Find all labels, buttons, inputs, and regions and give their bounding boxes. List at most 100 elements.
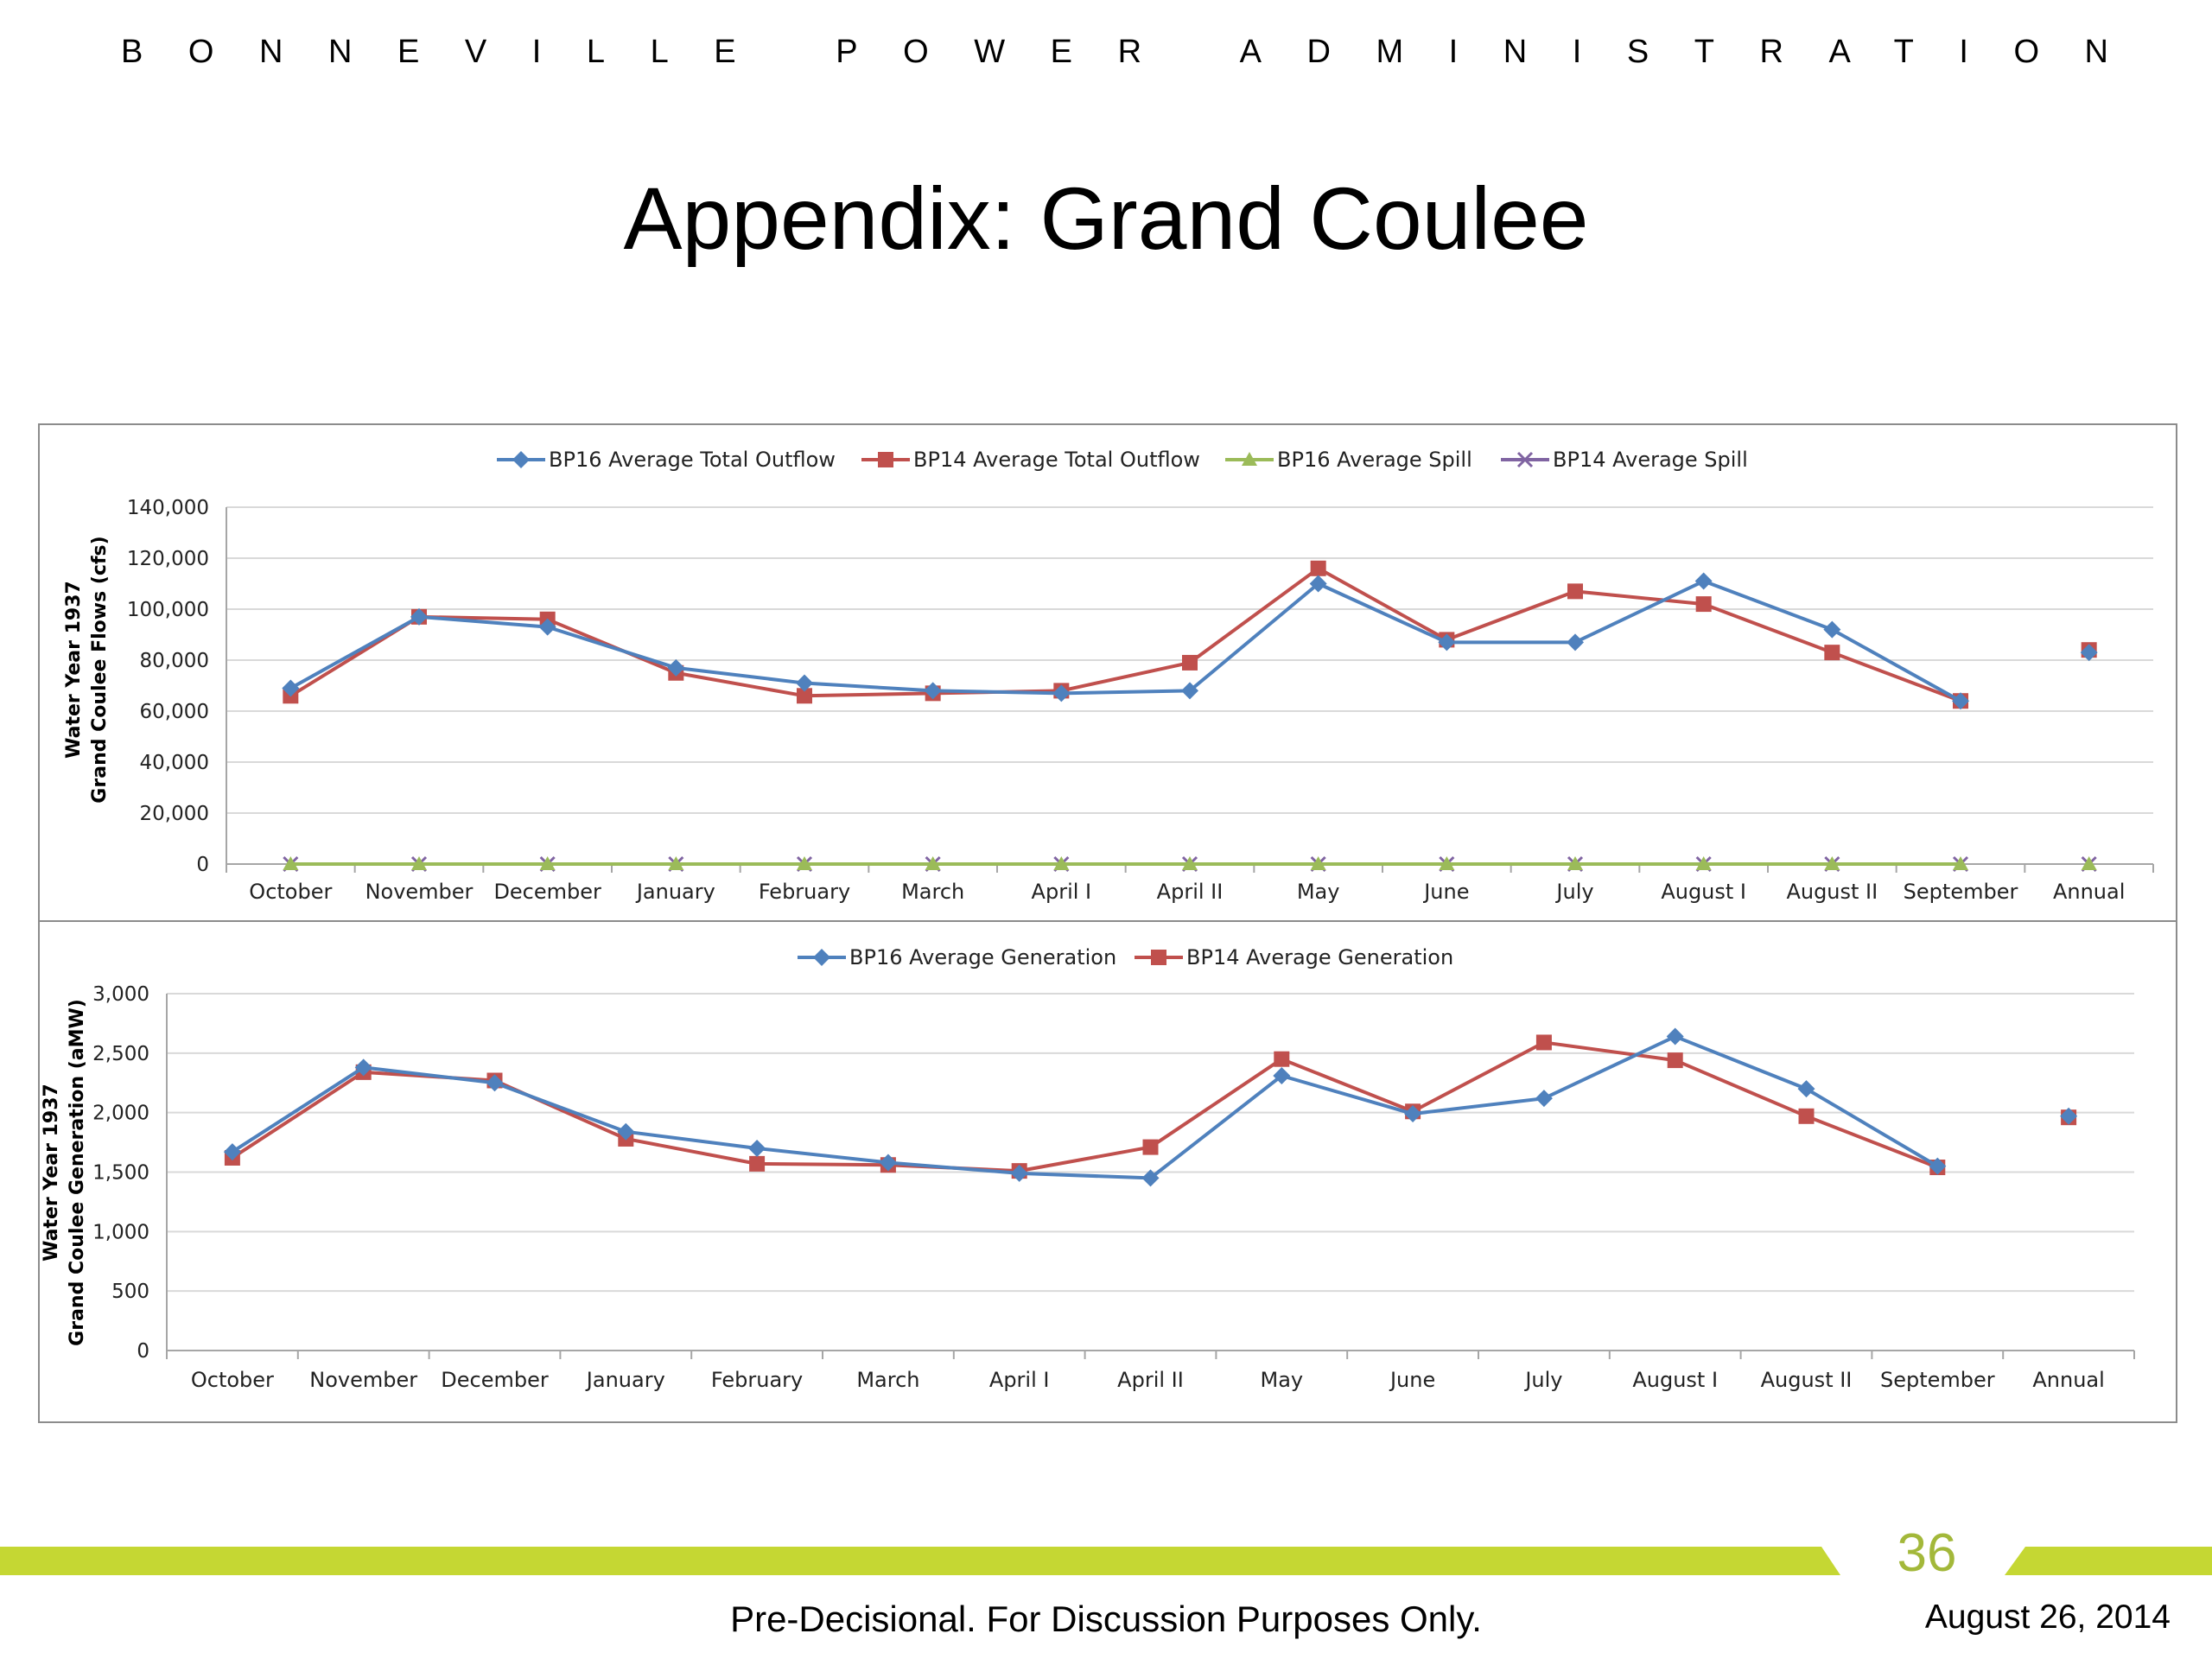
bp14-average-generation-point	[1667, 1052, 1683, 1069]
bp16-average-total-outflow-point	[1567, 633, 1584, 652]
chart-frame	[38, 423, 2177, 1423]
footer-accent-bar-right	[2005, 1547, 2212, 1575]
y-tick-label: 3,000	[92, 983, 149, 1006]
bp16-average-total-outflow-point	[282, 679, 300, 697]
x-tick-label: February	[711, 1368, 803, 1392]
bp16-average-spill-point	[1310, 856, 1326, 870]
x-tick-label: October	[191, 1368, 274, 1392]
legend-swatch-marker	[1516, 451, 1534, 468]
footer-disclaimer: Pre-Decisional. For Discussion Purposes …	[730, 1599, 1482, 1639]
bp16-average-generation-line	[231, 1034, 1939, 1180]
y-tick-label: 20,000	[140, 803, 209, 825]
bp16-average-total-outflow-point	[1181, 682, 1198, 700]
bp16-average-spill-point	[1439, 856, 1455, 870]
bp16-average-spill-point	[1953, 856, 1968, 870]
y-tick-label: 1,500	[92, 1162, 149, 1185]
y-tick-label: 0	[196, 854, 209, 876]
x-tick-label: April II	[1117, 1368, 1184, 1392]
legend-item-bp14-average-generation: BP14 Average Generation	[1135, 945, 1453, 969]
bp16-average-generation-point	[1010, 1164, 1028, 1182]
x-tick-label: November	[365, 880, 474, 904]
legend-label: BP16 Average Total Outflow	[549, 448, 836, 472]
x-tick-label: August I	[1632, 1368, 1718, 1392]
bp14-average-total-outflow-line	[289, 566, 1961, 703]
y-tick-label: 2,500	[92, 1043, 149, 1065]
bp14-average-generation-point	[1535, 1034, 1552, 1051]
bp16-average-spill-point	[1182, 856, 1198, 870]
bp16-average-total-outflow-point	[1309, 575, 1327, 593]
x-tick-label: Annual	[2053, 880, 2125, 904]
bp16-average-generation-point	[1273, 1066, 1291, 1084]
bp16-average-total-outflow-line	[289, 579, 1961, 702]
chart-divider	[38, 920, 2177, 922]
legend-label: BP14 Average Total Outflow	[913, 448, 1200, 472]
x-tick-label: December	[493, 880, 601, 904]
slide-title: Appendix: Grand Coulee	[623, 169, 1589, 268]
legend-swatch-marker	[512, 451, 530, 468]
legend-swatch-marker	[813, 949, 830, 966]
x-tick-label: June	[1422, 880, 1469, 904]
x-tick-label: July	[1554, 880, 1593, 904]
bp14-average-total-outflow-point	[1182, 654, 1198, 671]
bp16-average-total-outflow-point	[1694, 572, 1713, 590]
series-bp16-average-spill	[283, 856, 2097, 870]
series-bp16-average-total-outflow	[282, 572, 2098, 710]
bp16-average-total-outflow-point	[538, 618, 556, 636]
bp14-average-generation-point	[1142, 1139, 1159, 1155]
legend-item-bp16-average-generation: BP16 Average Generation	[798, 945, 1116, 969]
x-tick-label: August II	[1761, 1368, 1853, 1392]
bp14-average-total-outflow-point	[1567, 583, 1583, 600]
legend-swatch-marker	[878, 452, 893, 467]
chart-1: 0 20,000 40,000 60,000 80,000 100,000 120,000 1…	[63, 448, 2154, 904]
bp14-average-generation-point	[1274, 1051, 1290, 1067]
bp16-average-spill-point	[797, 856, 812, 870]
x-tick-label: Annual	[2032, 1368, 2104, 1392]
y-tick-label: 40,000	[140, 752, 209, 774]
page-number: 36	[1897, 1523, 1957, 1583]
x-tick-label: July	[1523, 1368, 1562, 1392]
bp16-average-total-outflow-point	[796, 674, 813, 692]
footer-accent-bar-left	[0, 1547, 1840, 1575]
bp16-average-total-outflow-point	[1952, 692, 1969, 710]
bp16-average-generation-point	[2060, 1107, 2078, 1125]
x-tick-label: September	[1880, 1368, 1995, 1392]
x-tick-label: February	[759, 880, 850, 904]
y-tick-label: 120,000	[127, 548, 209, 570]
bp16-average-spill-point	[668, 856, 684, 870]
legend-swatch-marker	[1151, 950, 1166, 965]
bp16-average-generation-point	[617, 1122, 635, 1141]
bp16-average-spill-point	[1053, 856, 1070, 870]
bp16-average-spill-point	[539, 856, 556, 870]
bp14-average-total-outflow-point	[1824, 645, 1840, 661]
y-tick-label: 60,000	[140, 701, 209, 723]
y-tick-label: 1,000	[92, 1221, 149, 1243]
x-tick-label: November	[309, 1368, 417, 1392]
bp16-average-spill-point	[2081, 856, 2097, 870]
bp16-average-generation-point	[486, 1074, 504, 1092]
bp16-average-spill-point	[1567, 856, 1583, 870]
x-tick-label: April I	[1032, 880, 1092, 904]
bp16-average-generation-point	[354, 1058, 372, 1077]
x-tick-label: August II	[1786, 880, 1878, 904]
y-tick-label: 2,000	[92, 1103, 149, 1125]
bp14-average-generation-point	[749, 1155, 766, 1172]
bp16-average-total-outflow-point	[667, 658, 685, 677]
bp16-average-total-outflow-point	[2080, 644, 2098, 662]
series-bp14-average-generation	[224, 1034, 2077, 1179]
bp16-average-generation-point	[748, 1139, 766, 1157]
footer-date: August 26, 2014	[1924, 1599, 2171, 1636]
bp16-average-spill-point	[411, 856, 427, 870]
legend-label: BP14 Average Spill	[1553, 448, 1748, 472]
organization-header: BONNEVILLE POWER ADMINISTRATION	[121, 34, 2108, 70]
legend-swatch-marker	[1242, 452, 1257, 466]
legend-item-bp14-average-spill: BP14 Average Spill	[1501, 448, 1748, 472]
bp16-average-generation-point	[1535, 1090, 1553, 1108]
bp14-average-total-outflow-point	[1310, 560, 1326, 576]
bp16-average-spill-point	[925, 856, 941, 870]
bp14-average-total-outflow-point	[797, 688, 812, 704]
x-tick-label: January	[635, 880, 715, 904]
x-tick-label: December	[441, 1368, 549, 1392]
y-axis-label: Water Year 1937	[41, 1084, 62, 1262]
x-tick-label: April I	[989, 1368, 1050, 1392]
